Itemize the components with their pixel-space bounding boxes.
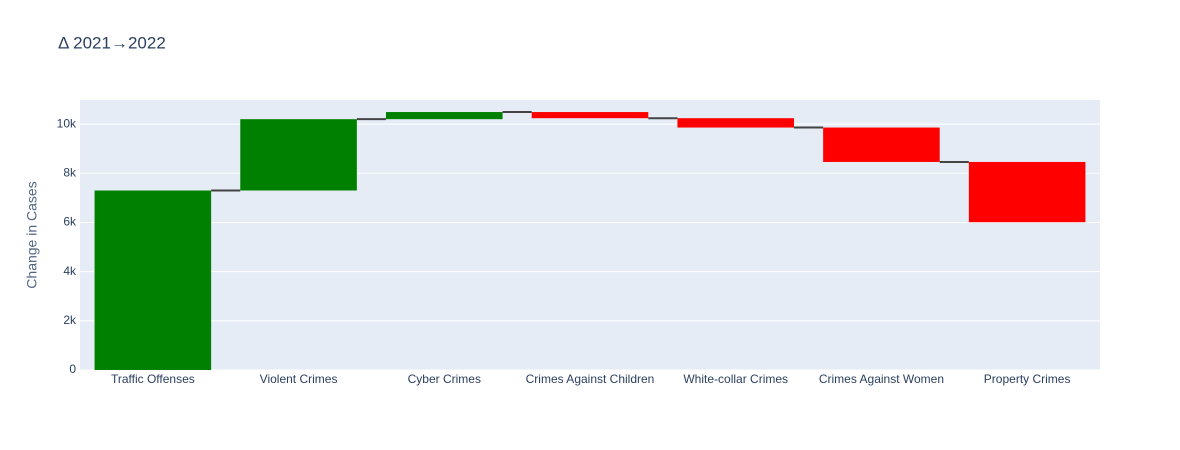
bar [677, 118, 794, 128]
y-tick-label: 6k [63, 215, 77, 229]
bar [386, 112, 503, 120]
x-tick-label: Crimes Against Women [819, 372, 944, 386]
bar [968, 161, 1086, 223]
y-tick-label: 10k [57, 116, 77, 130]
y-tick-label: 4k [63, 264, 77, 278]
y-axis-title: Change in Cases [24, 181, 40, 288]
chart-title: Δ 2021→2022 [58, 33, 166, 52]
bar [823, 127, 940, 162]
x-tick-label: Cyber Crimes [408, 372, 481, 386]
y-tick-label: 0 [69, 362, 76, 376]
bar [94, 190, 212, 370]
x-tick-label: Traffic Offenses [111, 372, 195, 386]
x-tick-label: White-collar Crimes [683, 372, 788, 386]
plot-area [80, 100, 1100, 370]
bar [531, 112, 649, 119]
y-tick-label: 2k [63, 313, 77, 327]
x-tick-label: Violent Crimes [260, 372, 338, 386]
x-tick-label: Property Crimes [984, 372, 1071, 386]
y-tick-label: 8k [63, 165, 77, 179]
bar [240, 119, 357, 191]
x-tick-label: Crimes Against Children [526, 372, 655, 386]
